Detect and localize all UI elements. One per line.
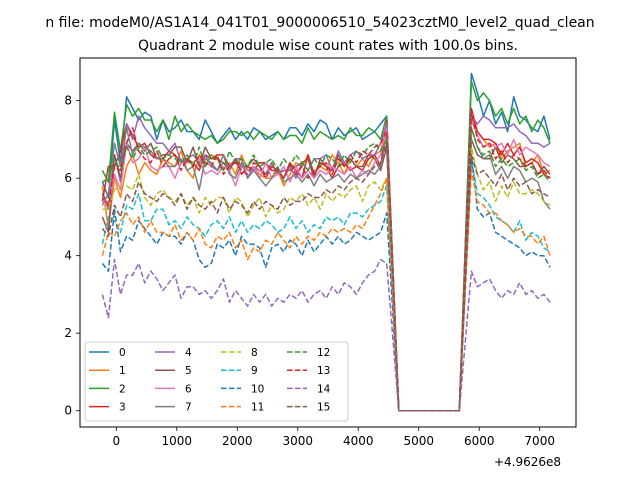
chart-title: Quadrant 2 module wise count rates with … [138, 38, 518, 54]
series-line-6 [101, 119, 551, 412]
legend-label-8: 8 [251, 347, 258, 359]
legend-label-12: 12 [317, 347, 330, 359]
legend-box [84, 341, 349, 422]
legend-label-11: 11 [251, 402, 264, 414]
plot-frame [79, 57, 577, 428]
series-lines [101, 72, 551, 412]
legend-label-0: 0 [119, 347, 126, 359]
series-line-7 [101, 127, 551, 412]
x-tick-label: 5000 [403, 434, 434, 448]
x-tick-label: 1000 [162, 434, 193, 448]
y-axis: 0 2 4 6 8 [64, 94, 80, 418]
x-tick-label: 2000 [222, 434, 253, 448]
x-tick-label: 4000 [343, 434, 374, 448]
x-tick-label: 6000 [464, 434, 495, 448]
y-tick-label: 0 [64, 404, 72, 418]
series-line-15 [101, 142, 551, 412]
legend-label-7: 7 [185, 402, 192, 414]
x-tick-label: 7000 [524, 434, 555, 448]
x-offset-label: +4.9626e8 [494, 455, 561, 469]
legend-label-4: 4 [185, 347, 192, 359]
series-line-13 [101, 111, 551, 412]
y-tick-label: 8 [64, 94, 72, 108]
legend-label-14: 14 [317, 383, 331, 395]
series-line-10 [101, 154, 551, 412]
y-tick-label: 2 [64, 326, 72, 340]
y-tick-label: 6 [64, 171, 72, 185]
legend-label-9: 9 [251, 365, 258, 377]
series-line-9 [101, 158, 551, 412]
figure-suptitle: n file: modeM0/AS1A14_041T01_9000006510_… [45, 15, 594, 31]
series-line-2 [101, 80, 551, 412]
legend-label-6: 6 [185, 383, 192, 395]
x-tick-label: 0 [112, 434, 120, 448]
legend-label-15: 15 [317, 402, 330, 414]
legend-label-3: 3 [119, 402, 126, 414]
legend-label-2: 2 [119, 383, 126, 395]
series-line-8 [102, 146, 551, 412]
legend-label-10: 10 [251, 383, 264, 395]
legend-label-1: 1 [119, 365, 126, 377]
series-line-0 [101, 72, 551, 412]
x-axis: 0 1000 2000 3000 4000 5000 6000 7000 [112, 427, 555, 448]
series-line-12 [101, 127, 551, 412]
y-tick-label: 4 [64, 249, 72, 263]
series-line-11 [101, 169, 551, 412]
legend-label-5: 5 [185, 365, 192, 377]
legend-label-13: 13 [317, 365, 330, 377]
x-tick-label: 3000 [282, 434, 313, 448]
series-line-14 [101, 258, 551, 412]
